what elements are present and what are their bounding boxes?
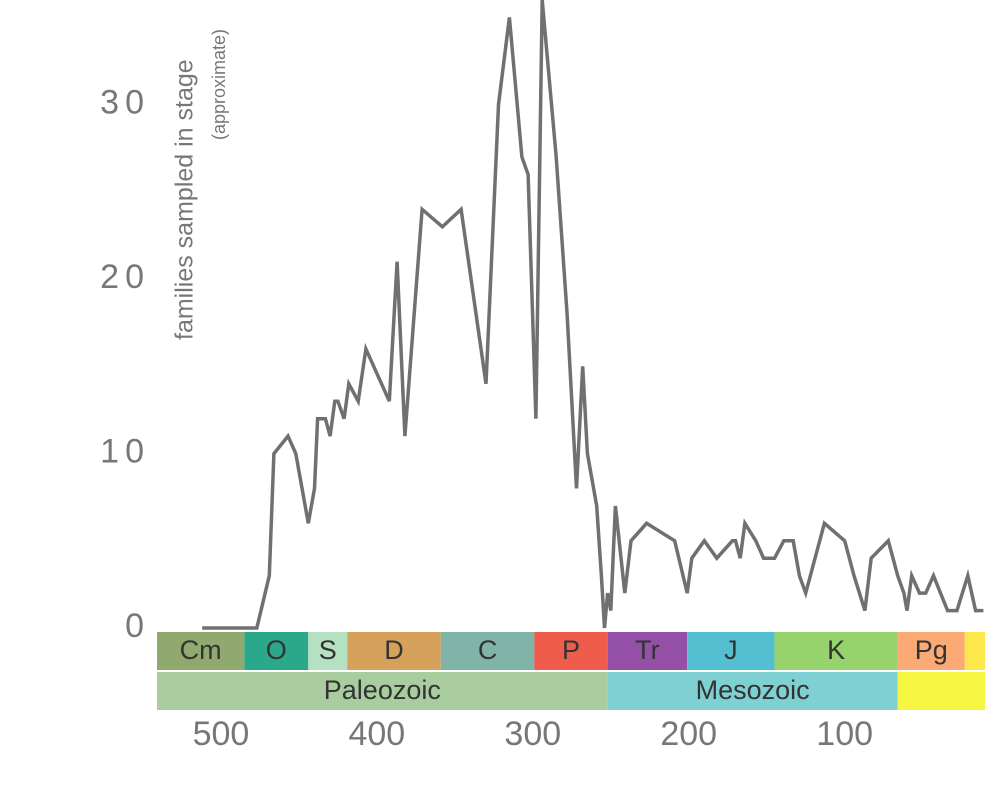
- period: [244, 632, 309, 670]
- period: [897, 632, 965, 670]
- period-label: O: [266, 635, 287, 665]
- period: [347, 632, 441, 670]
- y-tick-label: 0: [125, 607, 150, 645]
- period-label: K: [827, 635, 845, 665]
- period-label: D: [384, 635, 404, 665]
- period-label: C: [478, 635, 498, 665]
- y-tick-label: 30: [100, 84, 150, 122]
- x-tick-label: 100: [816, 715, 873, 753]
- period: [157, 632, 245, 670]
- era: [897, 672, 985, 710]
- data-line: [202, 0, 984, 630]
- era: [157, 672, 608, 710]
- era: [607, 672, 898, 710]
- period: [440, 632, 535, 670]
- y-axis-label: families sampled in stage: [171, 59, 199, 340]
- period: [964, 632, 985, 670]
- period: [308, 632, 348, 670]
- era-label: Paleozoic: [324, 675, 441, 705]
- x-tick-label: 200: [660, 715, 717, 753]
- x-tick-label: 500: [193, 715, 250, 753]
- y-axis-sublabel: (approximate): [209, 29, 229, 140]
- period-label: S: [319, 635, 337, 665]
- y-tick-label: 10: [100, 433, 150, 471]
- x-tick-label: 400: [348, 715, 405, 753]
- period-label: J: [724, 635, 738, 665]
- x-tick-label: 300: [504, 715, 561, 753]
- period: [687, 632, 775, 670]
- period-label: Cm: [180, 635, 222, 665]
- period-label: P: [562, 635, 580, 665]
- period-label: Pg: [915, 635, 948, 665]
- period: [607, 632, 688, 670]
- y-tick-label: 20: [100, 258, 150, 296]
- period: [534, 632, 608, 670]
- era-label: Mesozoic: [696, 675, 810, 705]
- period-label: Tr: [635, 635, 659, 665]
- period: [774, 632, 898, 670]
